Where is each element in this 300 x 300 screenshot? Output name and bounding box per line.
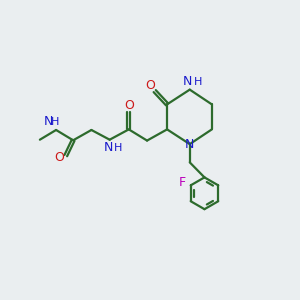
Text: O: O xyxy=(124,99,134,112)
Text: O: O xyxy=(146,79,155,92)
Text: H: H xyxy=(114,142,122,153)
Text: N: N xyxy=(185,138,194,151)
Text: F: F xyxy=(179,176,186,189)
Text: N: N xyxy=(44,115,53,128)
Text: N: N xyxy=(103,141,113,154)
Text: O: O xyxy=(54,151,64,164)
Text: H: H xyxy=(50,117,59,127)
Text: N: N xyxy=(183,75,192,88)
Text: H: H xyxy=(194,77,202,87)
